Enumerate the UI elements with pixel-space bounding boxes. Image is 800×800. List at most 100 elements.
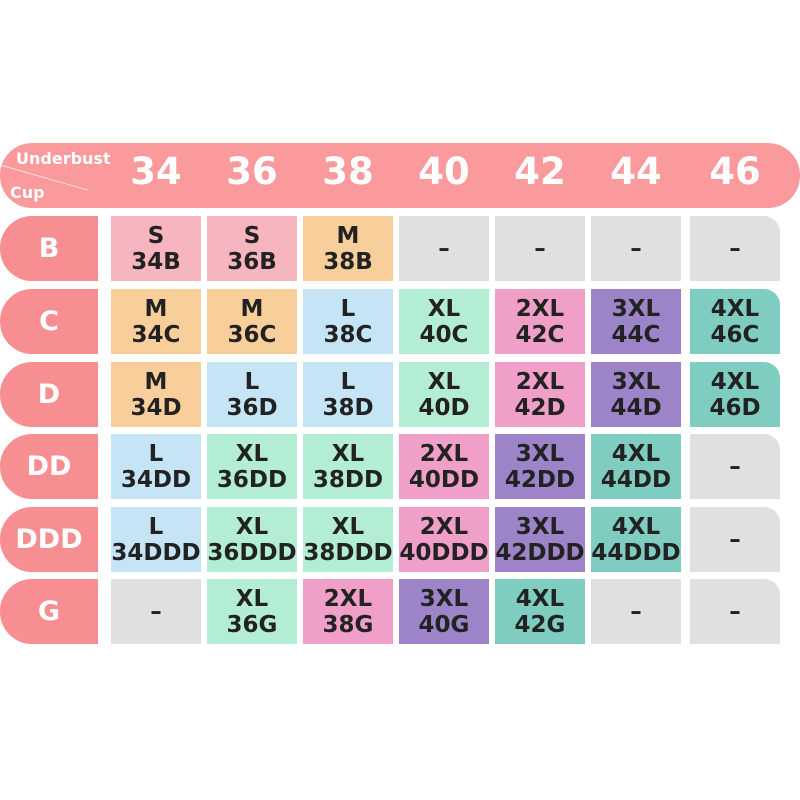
size-cell: L 38C (303, 289, 393, 354)
size-cell: L 36D (207, 362, 297, 427)
bra-size-label: 36B (227, 248, 277, 275)
size-label: XL (427, 295, 461, 322)
bra-size-label: 36D (226, 394, 278, 421)
size-label: L (244, 368, 260, 395)
size-cell: 3XL 42DD (495, 434, 585, 499)
bra-size-label: 38B (323, 248, 373, 275)
size-cell: – (690, 579, 780, 644)
size-label: XL (331, 513, 365, 540)
size-cell: 2XL 40DD (399, 434, 489, 499)
size-cell: XL 38DD (303, 434, 393, 499)
size-label: – (729, 526, 741, 553)
bra-size-label: 42C (515, 321, 565, 348)
size-cell: S 36B (207, 216, 297, 281)
size-label: 4XL (611, 440, 661, 467)
size-label: L (340, 368, 356, 395)
size-cell: L 34DDD (111, 507, 201, 572)
bra-size-label: 34B (131, 248, 181, 275)
row-header-g: G (0, 579, 98, 644)
size-cell: 2XL 42C (495, 289, 585, 354)
size-cell: 2XL 38G (303, 579, 393, 644)
size-label: M (144, 295, 168, 322)
bra-size-label: 40C (419, 321, 469, 348)
size-cell: – (690, 507, 780, 572)
size-label: – (534, 235, 546, 262)
size-label: M (144, 368, 168, 395)
size-label: 3XL (515, 513, 565, 540)
size-label: 2XL (419, 513, 469, 540)
size-label: 3XL (611, 295, 661, 322)
size-label: 2XL (419, 440, 469, 467)
size-cell: 3XL 44C (591, 289, 681, 354)
bra-size-label: 44DDD (591, 539, 681, 566)
size-label: XL (235, 440, 269, 467)
size-cell: 4XL 44DDD (591, 507, 681, 572)
row-header-c: C (0, 289, 98, 354)
size-label: 3XL (419, 585, 469, 612)
size-cell: – (690, 216, 780, 281)
size-label: – (630, 598, 642, 625)
bra-size-label: 42DD (504, 466, 576, 493)
size-cell: XL 36DD (207, 434, 297, 499)
bra-size-label: 44D (610, 394, 662, 421)
size-label: – (630, 235, 642, 262)
bra-size-label: 38C (323, 321, 373, 348)
size-cell: L 38D (303, 362, 393, 427)
size-cell: – (690, 434, 780, 499)
bra-size-label: 42G (514, 611, 566, 638)
bra-size-label: 44DD (600, 466, 672, 493)
bra-size-label: 36C (227, 321, 277, 348)
size-label: 4XL (611, 513, 661, 540)
size-label: XL (331, 440, 365, 467)
size-label: – (438, 235, 450, 262)
size-cell: M 34C (111, 289, 201, 354)
size-cell: – (591, 579, 681, 644)
bra-size-label: 34C (131, 321, 181, 348)
size-cell: XL 36DDD (207, 507, 297, 572)
bra-size-label: 44C (611, 321, 661, 348)
row-header-dd: DD (0, 434, 98, 499)
column-header: 42 (514, 150, 566, 193)
size-cell: XL 36G (207, 579, 297, 644)
size-cell: L 34DD (111, 434, 201, 499)
size-cell: 4XL 46C (690, 289, 780, 354)
column-header: 36 (226, 150, 278, 193)
bra-size-label: 36DD (216, 466, 288, 493)
column-header: 44 (610, 150, 662, 193)
size-cell: 4XL 44DD (591, 434, 681, 499)
size-label: – (729, 235, 741, 262)
bra-size-label: 42D (514, 394, 566, 421)
size-cell: – (591, 216, 681, 281)
size-label: M (336, 222, 360, 249)
size-cell: 4XL 46D (690, 362, 780, 427)
bra-size-label: 40G (418, 611, 470, 638)
size-label: L (340, 295, 356, 322)
cup-label: Cup (10, 183, 45, 202)
bra-size-label: 46C (710, 321, 760, 348)
size-cell: M 36C (207, 289, 297, 354)
size-cell: 3XL 40G (399, 579, 489, 644)
size-label: – (729, 598, 741, 625)
size-cell: XL 40D (399, 362, 489, 427)
bra-size-label: 38DDD (303, 539, 393, 566)
size-label: – (150, 598, 162, 625)
header-bar (0, 143, 800, 208)
size-label: – (729, 453, 741, 480)
bra-size-label: 38DD (312, 466, 384, 493)
size-label: 2XL (323, 585, 373, 612)
size-cell: S 34B (111, 216, 201, 281)
size-label: L (148, 440, 164, 467)
bra-size-label: 36DDD (207, 539, 297, 566)
column-header: 34 (130, 150, 182, 193)
size-label: 3XL (611, 368, 661, 395)
size-cell: 2XL 40DDD (399, 507, 489, 572)
bra-size-label: 34DDD (111, 539, 201, 566)
bra-size-label: 36G (226, 611, 278, 638)
row-header-b: B (0, 216, 98, 281)
size-label: S (243, 222, 261, 249)
bra-size-label: 46D (709, 394, 761, 421)
bra-size-label: 38D (322, 394, 374, 421)
size-cell: 2XL 42D (495, 362, 585, 427)
size-label: XL (235, 585, 269, 612)
